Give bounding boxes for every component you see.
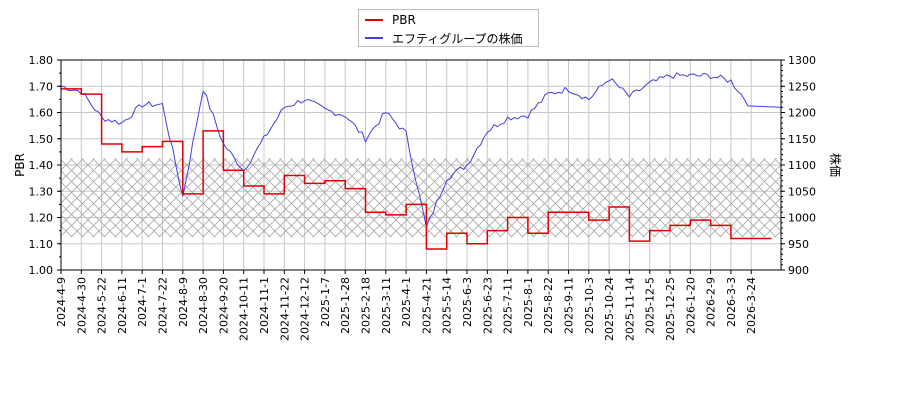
- svg-text:2025-4-21: 2025-4-21: [420, 277, 433, 334]
- svg-text:2025-3-11: 2025-3-11: [380, 277, 393, 334]
- svg-text:2025-12-25: 2025-12-25: [664, 277, 677, 341]
- svg-text:1.40: 1.40: [29, 159, 54, 172]
- pbr-swatch-icon: [365, 19, 383, 21]
- svg-text:2024-11-22: 2024-11-22: [278, 277, 291, 341]
- stock-price-line: [60, 72, 782, 228]
- svg-text:2024-7-1: 2024-7-1: [136, 277, 149, 327]
- legend-label-pbr: PBR: [392, 13, 416, 27]
- svg-text:2026-3-24: 2026-3-24: [745, 277, 758, 334]
- svg-text:2024-8-30: 2024-8-30: [197, 277, 210, 334]
- svg-text:1.80: 1.80: [29, 54, 54, 67]
- svg-text:2026-1-20: 2026-1-20: [684, 277, 697, 334]
- pbr-line: [61, 88, 772, 250]
- svg-text:2025-1-7: 2025-1-7: [319, 277, 332, 327]
- stock-price-swatch-icon: [365, 37, 383, 39]
- svg-text:1.60: 1.60: [29, 107, 54, 120]
- legend-label-stock-price: エフティグループの株価: [392, 31, 523, 46]
- svg-text:2025-8-1: 2025-8-1: [522, 277, 535, 327]
- svg-text:2024-9-20: 2024-9-20: [217, 277, 230, 334]
- svg-text:2025-7-11: 2025-7-11: [502, 277, 515, 334]
- svg-text:2024-11-1: 2024-11-1: [258, 277, 271, 334]
- svg-text:2024-5-22: 2024-5-22: [96, 277, 109, 334]
- svg-text:2025-2-18: 2025-2-18: [360, 277, 373, 334]
- svg-text:1000: 1000: [788, 212, 816, 225]
- svg-text:2025-9-11: 2025-9-11: [563, 277, 576, 334]
- svg-text:2025-4-1: 2025-4-1: [400, 277, 413, 327]
- svg-text:2024-4-30: 2024-4-30: [75, 277, 88, 334]
- svg-text:2024-8-9: 2024-8-9: [177, 277, 190, 327]
- legend-item-pbr: PBR: [365, 12, 416, 28]
- svg-text:2024-10-11: 2024-10-11: [238, 277, 251, 341]
- svg-text:1.10: 1.10: [29, 238, 54, 251]
- svg-text:2025-1-28: 2025-1-28: [339, 277, 352, 334]
- svg-text:2025-6-23: 2025-6-23: [481, 277, 494, 334]
- svg-text:2025-12-5: 2025-12-5: [644, 277, 657, 334]
- svg-text:2025-5-14: 2025-5-14: [441, 277, 454, 334]
- right-axis: 900 950 1000 1050 1100 1150 1200 1250 1300: [781, 54, 816, 277]
- svg-text:900: 900: [788, 264, 809, 277]
- svg-text:2026-3-3: 2026-3-3: [725, 277, 738, 327]
- svg-text:1100: 1100: [788, 159, 816, 172]
- svg-text:1.30: 1.30: [29, 185, 54, 198]
- svg-text:2025-6-3: 2025-6-3: [461, 277, 474, 327]
- right-axis-title: 株価: [828, 153, 843, 177]
- x-axis: 2024-4-9 2024-4-30 2024-5-22 2024-6-11 2024-…: [55, 270, 758, 341]
- svg-text:1.00: 1.00: [29, 264, 54, 277]
- svg-text:1050: 1050: [788, 185, 816, 198]
- shaded-band: [61, 158, 781, 238]
- svg-text:2025-10-24: 2025-10-24: [603, 277, 616, 341]
- svg-text:1.50: 1.50: [29, 133, 54, 146]
- svg-text:1.20: 1.20: [29, 212, 54, 225]
- svg-text:1150: 1150: [788, 133, 816, 146]
- svg-text:1250: 1250: [788, 80, 816, 93]
- left-axis: 1.00 1.10 1.20 1.30 1.40 1.50 1.60 1.70 1.80: [29, 54, 61, 277]
- svg-text:2024-7-22: 2024-7-22: [157, 277, 170, 334]
- svg-text:2024-6-11: 2024-6-11: [116, 277, 129, 334]
- svg-text:1300: 1300: [788, 54, 816, 67]
- svg-text:2025-8-22: 2025-8-22: [542, 277, 555, 334]
- legend: PBR エフティグループの株価: [358, 9, 539, 47]
- svg-text:1200: 1200: [788, 107, 816, 120]
- svg-text:2025-11-14: 2025-11-14: [623, 277, 636, 341]
- legend-item-stock-price: エフティグループの株価: [365, 30, 523, 46]
- svg-text:2024-12-12: 2024-12-12: [299, 277, 312, 341]
- svg-text:2024-4-9: 2024-4-9: [55, 277, 68, 327]
- svg-text:950: 950: [788, 238, 809, 251]
- svg-text:2026-2-9: 2026-2-9: [705, 277, 718, 327]
- svg-text:1.70: 1.70: [29, 80, 54, 93]
- left-axis-title: PBR: [13, 153, 27, 177]
- svg-text:2025-10-3: 2025-10-3: [583, 277, 596, 334]
